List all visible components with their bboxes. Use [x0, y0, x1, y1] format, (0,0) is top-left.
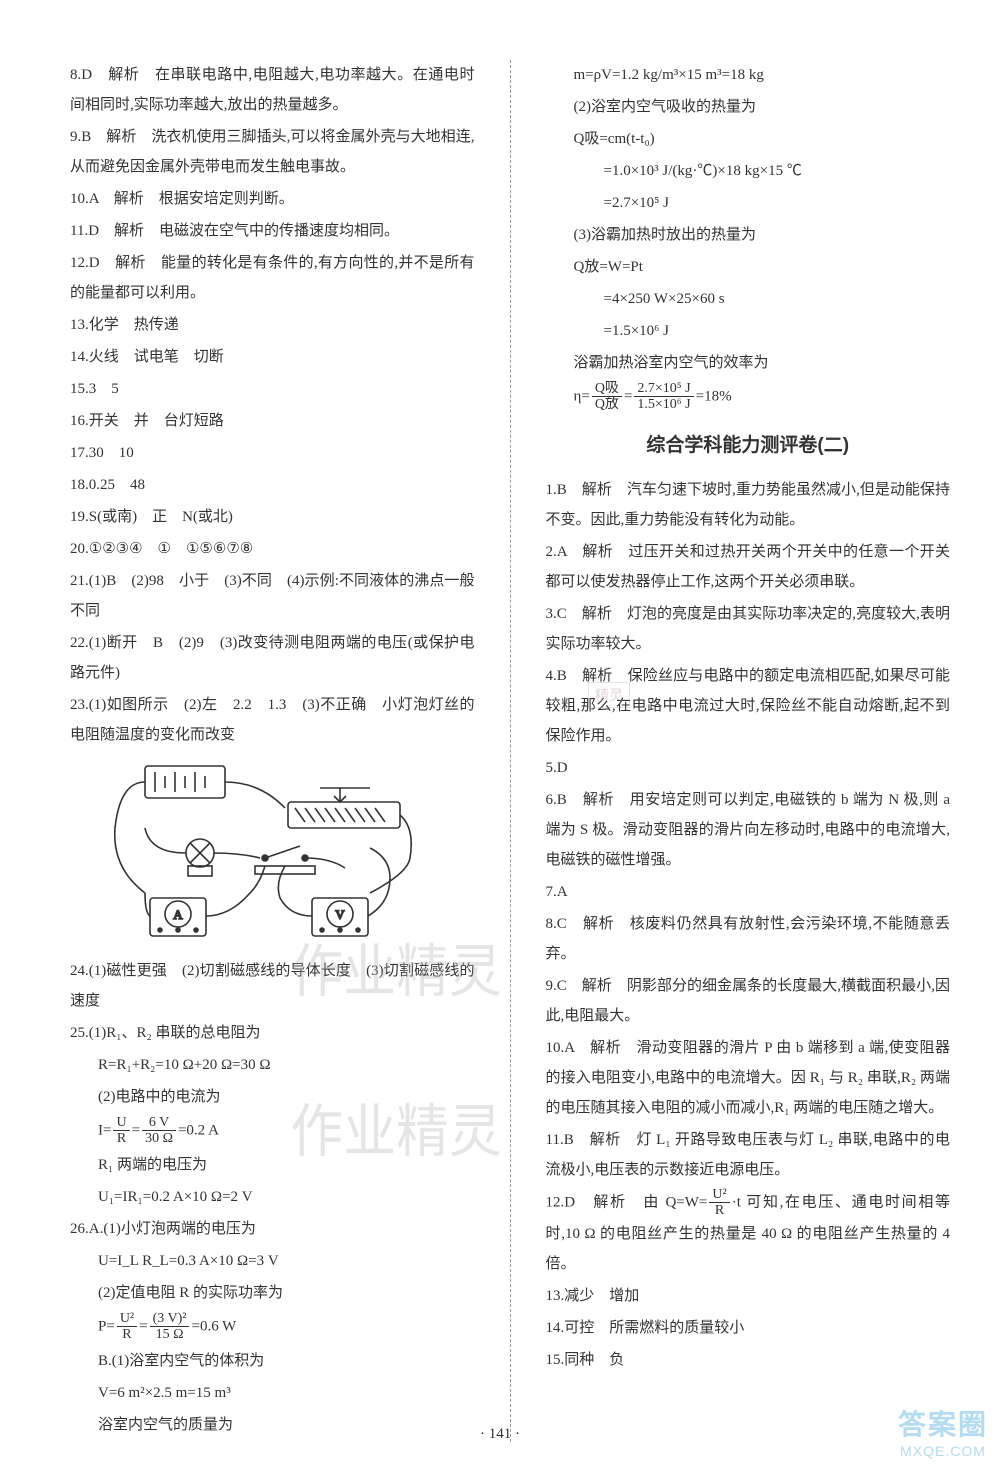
p-pref: P=: [98, 1318, 115, 1334]
s2: 2.A 解析 过压开关和过热开关两个开关中的任意一个开关都可以使发热器停止工作,…: [546, 537, 951, 597]
r-qr2: =4×250 W×25×60 s: [546, 284, 951, 314]
page-number: · 141 ·: [480, 1426, 520, 1443]
s5: 5.D: [546, 753, 951, 783]
s12a: 12.D 解析 由 Q=W=: [546, 1194, 708, 1210]
eta-res: =18%: [696, 388, 732, 404]
s14: 14.可控 所需燃料的质量较小: [546, 1313, 951, 1343]
ans-9: 9.B 解析 洗衣机使用三脚插头,可以将金属外壳与大地相连,从而避免因金属外壳带…: [70, 122, 475, 182]
ans-24: 24.(1)磁性更强 (2)切割磁感线的导体长度 (3)切割磁感线的速度: [70, 956, 475, 1016]
s1: 1.B 解析 汽车匀速下坡时,重力势能虽然减小,但是动能保持不变。因此,重力势能…: [546, 475, 951, 535]
ans-10: 10.A 解析 根据安培定则判断。: [70, 184, 475, 214]
ans-8: 8.D 解析 在串联电路中,电阻越大,电功率越大。在通电时间相同时,实际功率越大…: [70, 60, 475, 120]
i-res: =0.2 A: [178, 1122, 219, 1138]
svg-text:A: A: [173, 907, 183, 922]
ans-26-u: U=I_L R_L=0.3 A×10 Ω=3 V: [70, 1246, 475, 1276]
ans-16: 16.开关 并 台灯短路: [70, 406, 475, 436]
span: 15 Ω: [150, 1327, 190, 1342]
ans-25-head: 25.(1)R₁、R₂ 串联的总电阻为: [70, 1018, 475, 1048]
ans-25-r1h: R₁ 两端的电压为: [70, 1150, 475, 1180]
r-q2h: (2)浴室内空气吸收的热量为: [546, 92, 951, 122]
s6: 6.B 解析 用安培定则可以判定,电磁铁的 b 端为 N 极,则 a 端为 S …: [546, 785, 951, 875]
s7: 7.A: [546, 877, 951, 907]
eta-eq: =: [624, 388, 632, 404]
circuit-diagram: A V: [90, 758, 430, 948]
ans-26-p: P=U²R=(3 V)²15 Ω=0.6 W: [70, 1311, 475, 1343]
span: R: [117, 1327, 137, 1342]
ans-25-i: I=UR=6 V30 Ω=0.2 A: [70, 1115, 475, 1147]
ans-21: 21.(1)B (2)98 小于 (3)不同 (4)示例:不同液体的沸点一般不同: [70, 566, 475, 626]
ans-25-u1: U₁=IR₁=0.2 A×10 Ω=2 V: [70, 1182, 475, 1212]
left-column: 8.D 解析 在串联电路中,电阻越大,电功率越大。在通电时间相同时,实际功率越大…: [70, 60, 475, 1442]
p-res: =0.6 W: [191, 1318, 236, 1334]
ans-11: 11.D 解析 电磁波在空气中的传播速度均相同。: [70, 216, 475, 246]
ans-22: 22.(1)断开 B (2)9 (3)改变待测电阻两端的电压(或保护电路元件): [70, 628, 475, 688]
ans-14: 14.火线 试电笔 切断: [70, 342, 475, 372]
ans-26-2: (2)定值电阻 R 的实际功率为: [70, 1278, 475, 1308]
span: R: [709, 1203, 729, 1218]
s4: 4.B 解析 保险丝应与电路中的额定电流相匹配,如果尽可能较粗,那么,在电路中电…: [546, 661, 951, 751]
ans-26-b1: B.(1)浴室内空气的体积为: [70, 1346, 475, 1376]
span: 2.7×10⁵ J: [634, 381, 693, 397]
i-num: U: [113, 1115, 129, 1131]
r-qeq3: =2.7×10⁵ J: [546, 188, 951, 218]
span: U²: [709, 1187, 729, 1203]
s10: 10.A 解析 滑动变阻器的滑片 P 由 b 端移到 a 端,使变阻器的接入电阻…: [546, 1033, 951, 1123]
ans-19: 19.S(或南) 正 N(或北): [70, 502, 475, 532]
ans-12: 12.D 解析 能量的转化是有条件的,有方向性的,并不是所有的能量都可以利用。: [70, 248, 475, 308]
span: 30 Ω: [142, 1131, 176, 1146]
r-qeq1: Q吸=cm(t-t₀): [546, 124, 951, 154]
svg-text:V: V: [335, 907, 345, 922]
ans-18: 18.0.25 48: [70, 470, 475, 500]
ans-17: 17.30 10: [70, 438, 475, 468]
ans-26-v: V=6 m²×2.5 m=15 m³: [70, 1378, 475, 1408]
s9: 9.C 解析 阴影部分的细金属条的长度最大,横截面积最小,因此,电阻最大。: [546, 971, 951, 1031]
p-eq: =: [139, 1318, 147, 1334]
span: (3 V)²: [150, 1311, 190, 1327]
i-eq: =: [132, 1122, 140, 1138]
span: Q吸: [592, 381, 622, 397]
r-etah: 浴霸加热浴室内空气的效率为: [546, 348, 951, 378]
eta-pref: η=: [574, 388, 590, 404]
s8: 8.C 解析 核废料仍然具有放射性,会污染环境,不能随意丢弃。: [546, 909, 951, 969]
r-q3h: (3)浴霸加热时放出的热量为: [546, 220, 951, 250]
ans-20: 20.①②③④ ① ①⑤⑥⑦⑧: [70, 534, 475, 564]
r-qr3: =1.5×10⁶ J: [546, 316, 951, 346]
span: Q放: [592, 397, 622, 412]
s3: 3.C 解析 灯泡的亮度是由其实际功率决定的,亮度较大,表明实际功率较大。: [546, 599, 951, 659]
s11: 11.B 解析 灯 L₁ 开路导致电压表与灯 L₂ 串联,电路中的电流极小,电压…: [546, 1125, 951, 1185]
r-qeq2: =1.0×10³ J/(kg·℃)×18 kg×15 ℃: [546, 156, 951, 186]
i-pref: I=: [98, 1122, 111, 1138]
ans-26-mh: 浴室内空气的质量为: [70, 1410, 475, 1440]
ans-26-head: 26.A.(1)小灯泡两端的电压为: [70, 1214, 475, 1244]
ans-15: 15.3 5: [70, 374, 475, 404]
i-den: R: [113, 1131, 129, 1146]
s13: 13.减少 增加: [546, 1281, 951, 1311]
r-eta: η=Q吸Q放=2.7×10⁵ J1.5×10⁶ J=18%: [546, 381, 951, 413]
column-divider: [510, 60, 511, 1442]
ans-25-r: R=R₁+R₂=10 Ω+20 Ω=30 Ω: [70, 1050, 475, 1080]
span: 6 V: [142, 1115, 176, 1131]
ans-23: 23.(1)如图所示 (2)左 2.2 1.3 (3)不正确 小灯泡灯丝的电阻随…: [70, 690, 475, 750]
span: 1.5×10⁶ J: [634, 397, 693, 412]
ans-25-2: (2)电路中的电流为: [70, 1082, 475, 1112]
span: U²: [117, 1311, 137, 1327]
section-title: 综合学科能力测评卷(二): [546, 427, 951, 465]
right-column: m=ρV=1.2 kg/m³×15 m³=18 kg (2)浴室内空气吸收的热量…: [546, 60, 951, 1442]
s15: 15.同种 负: [546, 1345, 951, 1375]
r-m: m=ρV=1.2 kg/m³×15 m³=18 kg: [546, 60, 951, 90]
s12: 12.D 解析 由 Q=W=U²R·t 可知,在电压、通电时间相等时,10 Ω …: [546, 1187, 951, 1279]
r-qr1: Q放=W=Pt: [546, 252, 951, 282]
ans-13: 13.化学 热传递: [70, 310, 475, 340]
